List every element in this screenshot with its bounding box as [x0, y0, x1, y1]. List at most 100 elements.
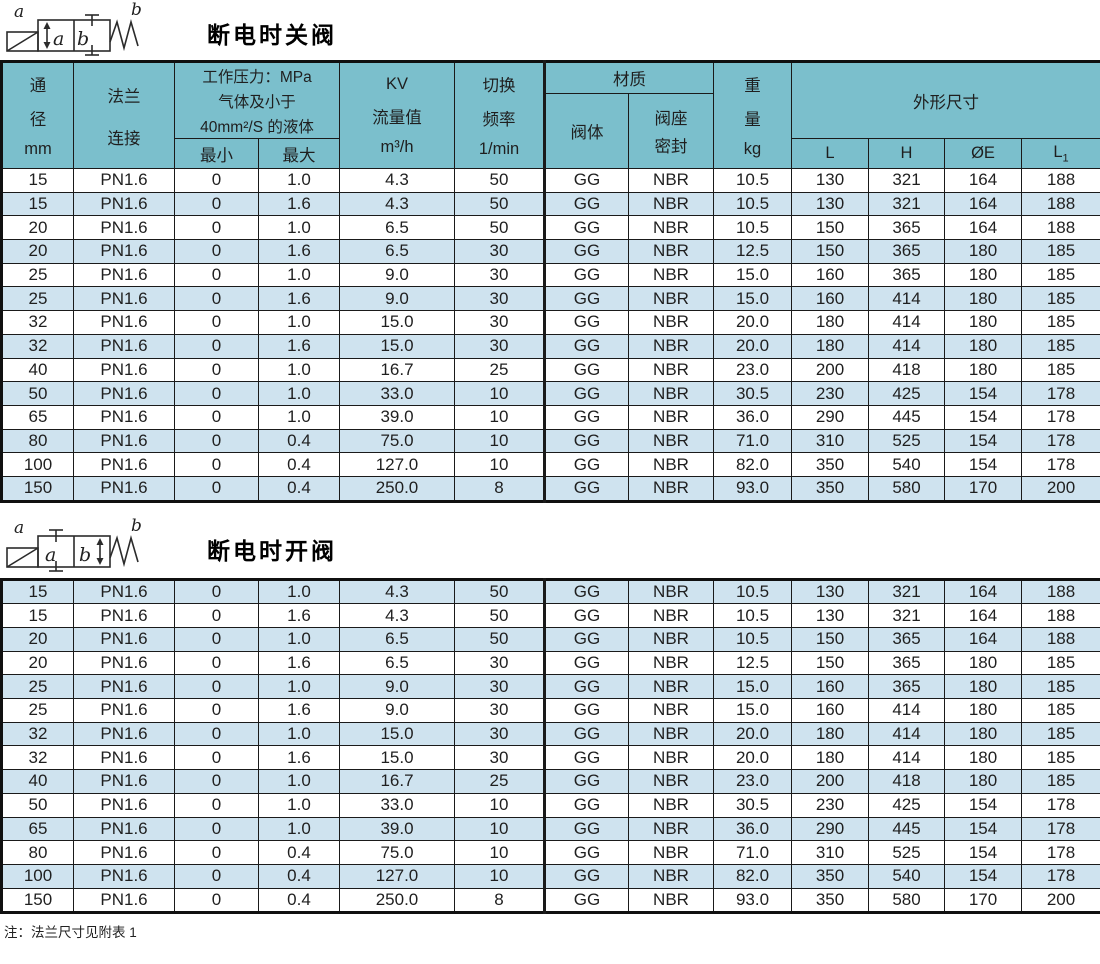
table-cell: 1.0 [258, 357, 340, 383]
table-cell: 540 [868, 452, 945, 477]
table-cell: 154 [944, 404, 1022, 430]
table-cell: 350 [791, 887, 869, 914]
table-cell: 170 [944, 475, 1022, 502]
table-cell: 15.0 [713, 286, 792, 312]
col-header-pressure: 工作压力：MPa 气体及小于 40mm²/S 的液体 [174, 61, 340, 139]
table-cell: 40 [1, 769, 74, 794]
table-cell: GG [543, 215, 629, 241]
table-cell: 1.6 [258, 603, 340, 628]
table-cell: 0 [174, 404, 259, 430]
table-cell: 154 [944, 452, 1022, 477]
table-cell: 75.0 [339, 428, 455, 454]
table-cell: 0 [174, 721, 259, 747]
table-cell: 0 [174, 381, 259, 406]
table-cell: 0 [174, 840, 259, 865]
table-cell: 188 [1021, 168, 1100, 193]
table-cell: PN1.6 [73, 603, 175, 628]
table-cell: 180 [944, 286, 1022, 312]
table-cell: 365 [868, 239, 945, 264]
table-cell: 1.0 [258, 627, 340, 652]
table-cell: 180 [944, 769, 1022, 794]
table-cell: 321 [868, 603, 945, 628]
table-cell: 154 [944, 840, 1022, 865]
table-cell: 1.0 [258, 792, 340, 818]
table-cell: 150 [791, 215, 869, 241]
table-cell: PN1.6 [73, 286, 175, 312]
table-cell: 321 [868, 578, 945, 605]
table-cell: 4.3 [339, 191, 455, 217]
table-cell: 50 [454, 191, 545, 217]
table-cell: 0 [174, 310, 259, 335]
table-cell: 6.5 [339, 650, 455, 676]
table-cell: NBR [628, 239, 714, 264]
table-cell: NBR [628, 168, 714, 193]
table-cell: 414 [868, 745, 945, 771]
table-cell: 39.0 [339, 816, 455, 842]
table-cell: 16.7 [339, 357, 455, 383]
table-cell: 20 [1, 627, 74, 652]
table-cell: 230 [791, 792, 869, 818]
table-cell: 32 [1, 721, 74, 747]
table-cell: GG [543, 627, 629, 652]
table-cell: 200 [791, 357, 869, 383]
table-cell: 164 [944, 627, 1022, 652]
table-cell: 50 [454, 168, 545, 193]
table-cell: 0.4 [258, 428, 340, 454]
table-cell: 10.5 [713, 603, 792, 628]
table-cell: 9.0 [339, 262, 455, 288]
table-cell: 164 [944, 191, 1022, 217]
table-row: 15 PN1.6 0 1.0 4.3 50 GG NBR 10.5 130 321 164 188 [1, 578, 1100, 605]
table-cell: 1.0 [258, 381, 340, 406]
col-header-frequency: 切换 频率 1/min [454, 61, 545, 169]
table-cell: NBR [628, 674, 714, 700]
table-cell: 0 [174, 792, 259, 818]
table-cell: 1.6 [258, 650, 340, 676]
table-cell: 15 [1, 578, 74, 605]
table-row: 15 PN1.6 0 1.0 4.3 50 GG NBR 10.5 130 321 164 188 [1, 168, 1100, 193]
section-open-header: a b a b 断电时开阀 [0, 516, 1100, 578]
table-row: 15 PN1.6 0 1.6 4.3 50 GG NBR 10.5 130 321 164 188 [1, 603, 1100, 628]
table-cell: 8 [454, 887, 545, 914]
table-cell: NBR [628, 404, 714, 430]
table-cell: 12.5 [713, 650, 792, 676]
table-cell: 164 [944, 578, 1022, 605]
table-cell: 0.4 [258, 475, 340, 502]
table-cell: 30 [454, 310, 545, 335]
table-row: 40 PN1.6 0 1.0 16.7 25 GG NBR 23.0 200 418 180 185 [1, 357, 1100, 383]
table-cell: 185 [1021, 674, 1100, 700]
table-cell: 164 [944, 603, 1022, 628]
table-cell: 185 [1021, 333, 1100, 359]
table-cell: 36.0 [713, 404, 792, 430]
table-cell: 30.5 [713, 381, 792, 406]
spec-table-open-body: 15 PN1.6 0 1.0 4.3 50 GG NBR 10.5 130 321 164 188 15 P… [1, 578, 1100, 914]
table-cell: 188 [1021, 215, 1100, 241]
table-cell: 250.0 [339, 475, 455, 502]
table-cell: GG [543, 286, 629, 312]
table-cell: 50 [1, 792, 74, 818]
table-cell: PN1.6 [73, 578, 175, 605]
table-cell: 1.0 [258, 674, 340, 700]
symbol-spring-label: b [131, 2, 142, 20]
table-cell: 365 [868, 262, 945, 288]
catalog-page: a b a b 断电时关阀 通 径 mm [0, 2, 1100, 940]
table-cell: 100 [1, 863, 74, 889]
table-cell: NBR [628, 475, 714, 502]
table-cell: 10.5 [713, 215, 792, 241]
table-cell: 23.0 [713, 769, 792, 794]
table-cell: NBR [628, 428, 714, 454]
table-cell: 1.6 [258, 698, 340, 723]
table-cell: GG [543, 239, 629, 264]
table-cell: 23.0 [713, 357, 792, 383]
table-cell: 540 [868, 863, 945, 889]
table-cell: 188 [1021, 578, 1100, 605]
table-cell: 414 [868, 721, 945, 747]
table-cell: 0 [174, 475, 259, 502]
table-cell: 250.0 [339, 887, 455, 914]
table-cell: PN1.6 [73, 475, 175, 502]
table-cell: 321 [868, 191, 945, 217]
table-cell: 170 [944, 887, 1022, 914]
table-cell: 150 [1, 887, 74, 914]
table-cell: 30 [454, 721, 545, 747]
table-cell: 185 [1021, 310, 1100, 335]
col-header-L: L [791, 138, 869, 169]
